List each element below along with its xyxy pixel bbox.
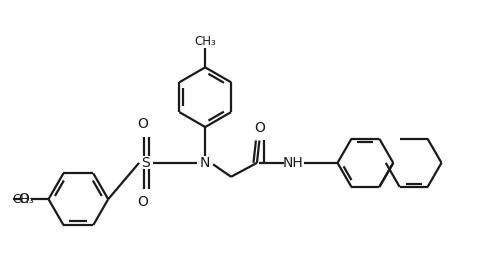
Text: CH₃: CH₃ [194,35,216,48]
Text: S: S [141,156,150,170]
Text: O: O [138,117,149,131]
Text: O: O [138,195,149,209]
Text: CH₃: CH₃ [13,193,34,206]
Text: N: N [200,156,211,170]
Text: O: O [19,192,30,206]
Text: NH: NH [282,156,303,170]
Text: O: O [254,120,265,135]
